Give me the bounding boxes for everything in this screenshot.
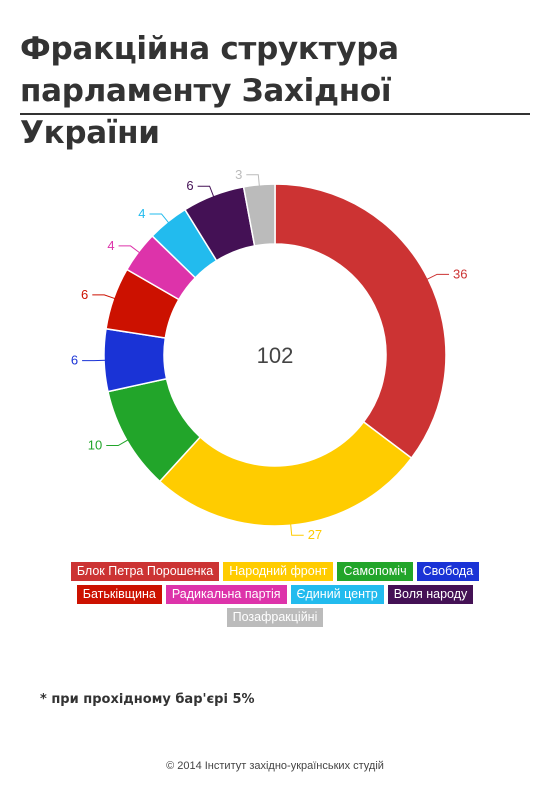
legend-item: Батьківщина xyxy=(76,585,162,604)
footnote: * при прохідному бар'єрі 5% xyxy=(40,692,255,707)
leader-line xyxy=(246,174,260,187)
donut-slice xyxy=(242,183,276,247)
donut-slices xyxy=(103,183,447,527)
leader-line xyxy=(149,213,170,224)
legend-item: Позафракційні xyxy=(226,608,324,627)
title-underline xyxy=(20,113,530,115)
slice-value-label: 10 xyxy=(88,438,102,453)
donut-chart: 36 27 10 6 6 4 4 6 3 102 xyxy=(71,167,468,542)
slice-value-label: 6 xyxy=(81,287,88,302)
donut-slice xyxy=(274,183,447,460)
leader-line xyxy=(106,439,129,446)
label-leaders xyxy=(82,174,450,536)
leader-line xyxy=(92,294,116,300)
slice-value-label: 4 xyxy=(107,238,114,253)
leader-line xyxy=(426,273,450,281)
chart-title: Фракційна структура парламенту Західної … xyxy=(20,31,399,151)
legend-item: Свобода xyxy=(416,562,480,581)
legend-item: Блок Петра Порошенка xyxy=(70,562,220,581)
data-labels: 36 27 10 6 6 4 4 6 3 xyxy=(71,167,468,542)
slice-value-label: 6 xyxy=(186,178,193,193)
leader-line xyxy=(197,185,215,198)
slice-value-label: 27 xyxy=(308,527,322,542)
slice-value-label: 36 xyxy=(453,266,467,281)
legend-item: Радикальна партія xyxy=(165,585,287,604)
leader-line xyxy=(290,523,304,536)
copyright: © 2014 Інститут західно-українських студ… xyxy=(166,760,384,772)
leader-line xyxy=(118,245,141,254)
chart-legend: Блок Петра Порошенка Народний фронт Самопо… xyxy=(40,562,510,627)
slice-value-label: 3 xyxy=(235,167,242,182)
slice-value-label: 6 xyxy=(71,353,78,368)
slice-value-label: 4 xyxy=(138,206,145,221)
center-total-label: 102 xyxy=(257,343,294,368)
legend-item: Єдиний центр xyxy=(290,585,384,604)
legend-item: Воля народу xyxy=(387,585,474,604)
legend-item: Самопоміч xyxy=(337,562,413,581)
donut-slice xyxy=(158,420,413,527)
legend-item: Народний фронт xyxy=(223,562,334,581)
